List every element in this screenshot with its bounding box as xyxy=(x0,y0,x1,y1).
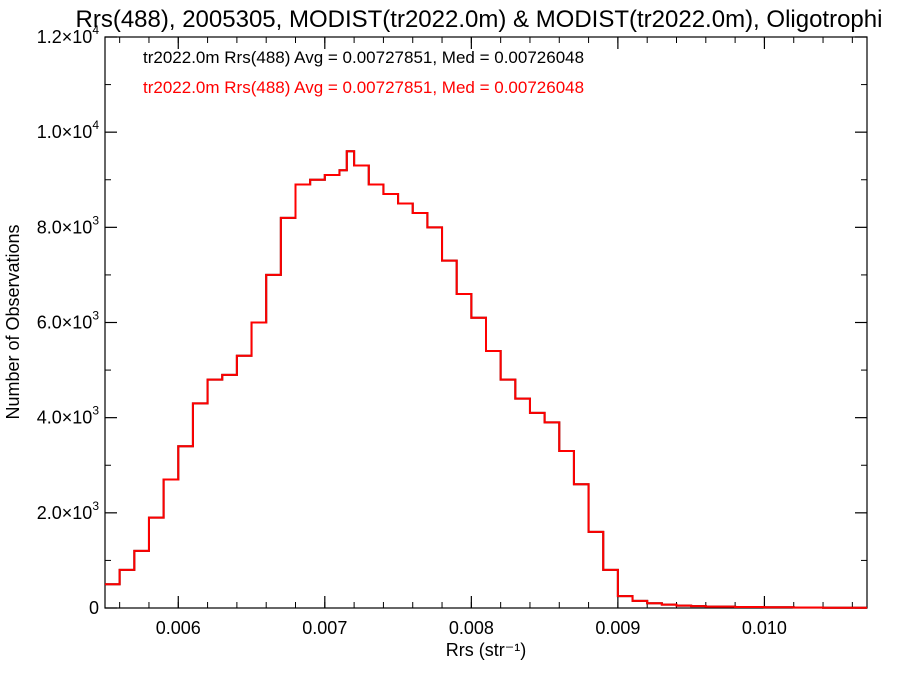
y-axis-label: Number of Observations xyxy=(3,224,23,419)
y-tick-label: 1.2×104 xyxy=(37,23,100,47)
y-tick-label: 8.0×103 xyxy=(37,213,100,237)
y-tick-label: 1.0×104 xyxy=(37,118,100,142)
y-axis-ticks: 0 2.0×103 4.0×103 6.0×103 8.0×103 1.0×104 1.2×… xyxy=(37,23,867,618)
legend-entry-red: tr2022.0m Rrs(488) Avg = 0.00727851, Med… xyxy=(143,78,584,97)
x-tick-label: 0.008 xyxy=(449,618,494,638)
legend-entry-black: tr2022.0m Rrs(488) Avg = 0.00727851, Med… xyxy=(143,48,584,67)
series-layer xyxy=(105,150,867,609)
x-tick-label: 0.009 xyxy=(595,618,640,638)
x-tick-label: 0.007 xyxy=(302,618,347,638)
y-tick-label: 2.0×103 xyxy=(37,499,100,523)
chart-title: Rrs(488), 2005305, MODIST(tr2022.0m) & M… xyxy=(76,6,883,33)
x-tick-label: 0.010 xyxy=(742,618,787,638)
x-axis-ticks: 0.006 0.007 0.008 0.009 0.010 xyxy=(119,37,853,638)
x-tick-label: 0.006 xyxy=(156,618,201,638)
x-axis-label: Rrs (str⁻¹) xyxy=(446,640,526,660)
y-tick-label: 4.0×103 xyxy=(37,404,100,428)
y-tick-label: 0 xyxy=(89,598,99,618)
y-tick-label: 6.0×103 xyxy=(37,309,100,333)
series-line-1 xyxy=(105,150,867,609)
